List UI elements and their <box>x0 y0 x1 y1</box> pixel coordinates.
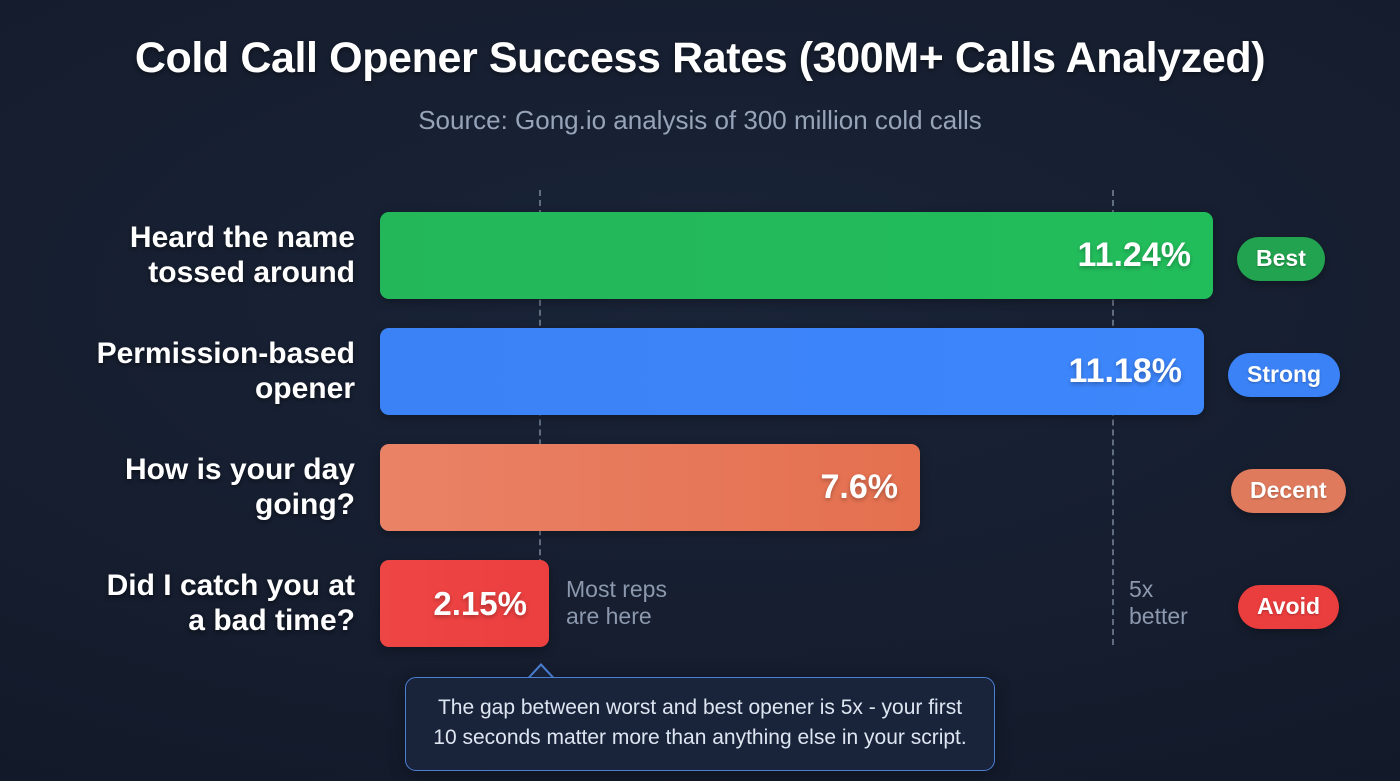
bar-value-label: 11.18% <box>1068 352 1182 390</box>
bar-permission-based[interactable]: 11.18% <box>380 328 1204 415</box>
bar-did-i-catch-you[interactable]: 2.15% <box>380 560 549 647</box>
bar-how-is-your-day[interactable]: 7.6% <box>380 444 920 531</box>
annotation-most-reps: Most reps are here <box>566 576 667 630</box>
gridline-5x-better <box>1112 190 1114 645</box>
bar-heard-the-name[interactable]: 11.24% <box>380 212 1213 299</box>
row-label-how-is-your-day: How is your day going? <box>124 453 355 522</box>
row-label-permission-based: Permission-based opener <box>96 337 355 406</box>
row-label-did-i-catch-you: Did I catch you at a bad time? <box>106 569 355 638</box>
callout-note: The gap between worst and best opener is… <box>405 677 995 771</box>
chart-subtitle: Source: Gong.io analysis of 300 million … <box>418 105 982 135</box>
bar-value-label: 11.24% <box>1077 236 1191 274</box>
bar-value-label: 7.6% <box>820 468 899 506</box>
status-badge-best[interactable]: Best <box>1237 237 1325 281</box>
gridline-most-reps <box>539 190 541 645</box>
status-badge-avoid[interactable]: Avoid <box>1238 585 1340 629</box>
bar-value-label: 2.15% <box>433 584 527 622</box>
annotation-5x-better: 5x better <box>1129 576 1188 630</box>
status-badge-strong[interactable]: Strong <box>1228 353 1341 397</box>
row-label-heard-the-name: Heard the name tossed around <box>129 221 355 290</box>
callout-tail-icon <box>527 663 555 679</box>
page-title: Cold Call Opener Success Rates (300M+ Ca… <box>134 34 1266 82</box>
status-badge-decent[interactable]: Decent <box>1231 469 1346 513</box>
